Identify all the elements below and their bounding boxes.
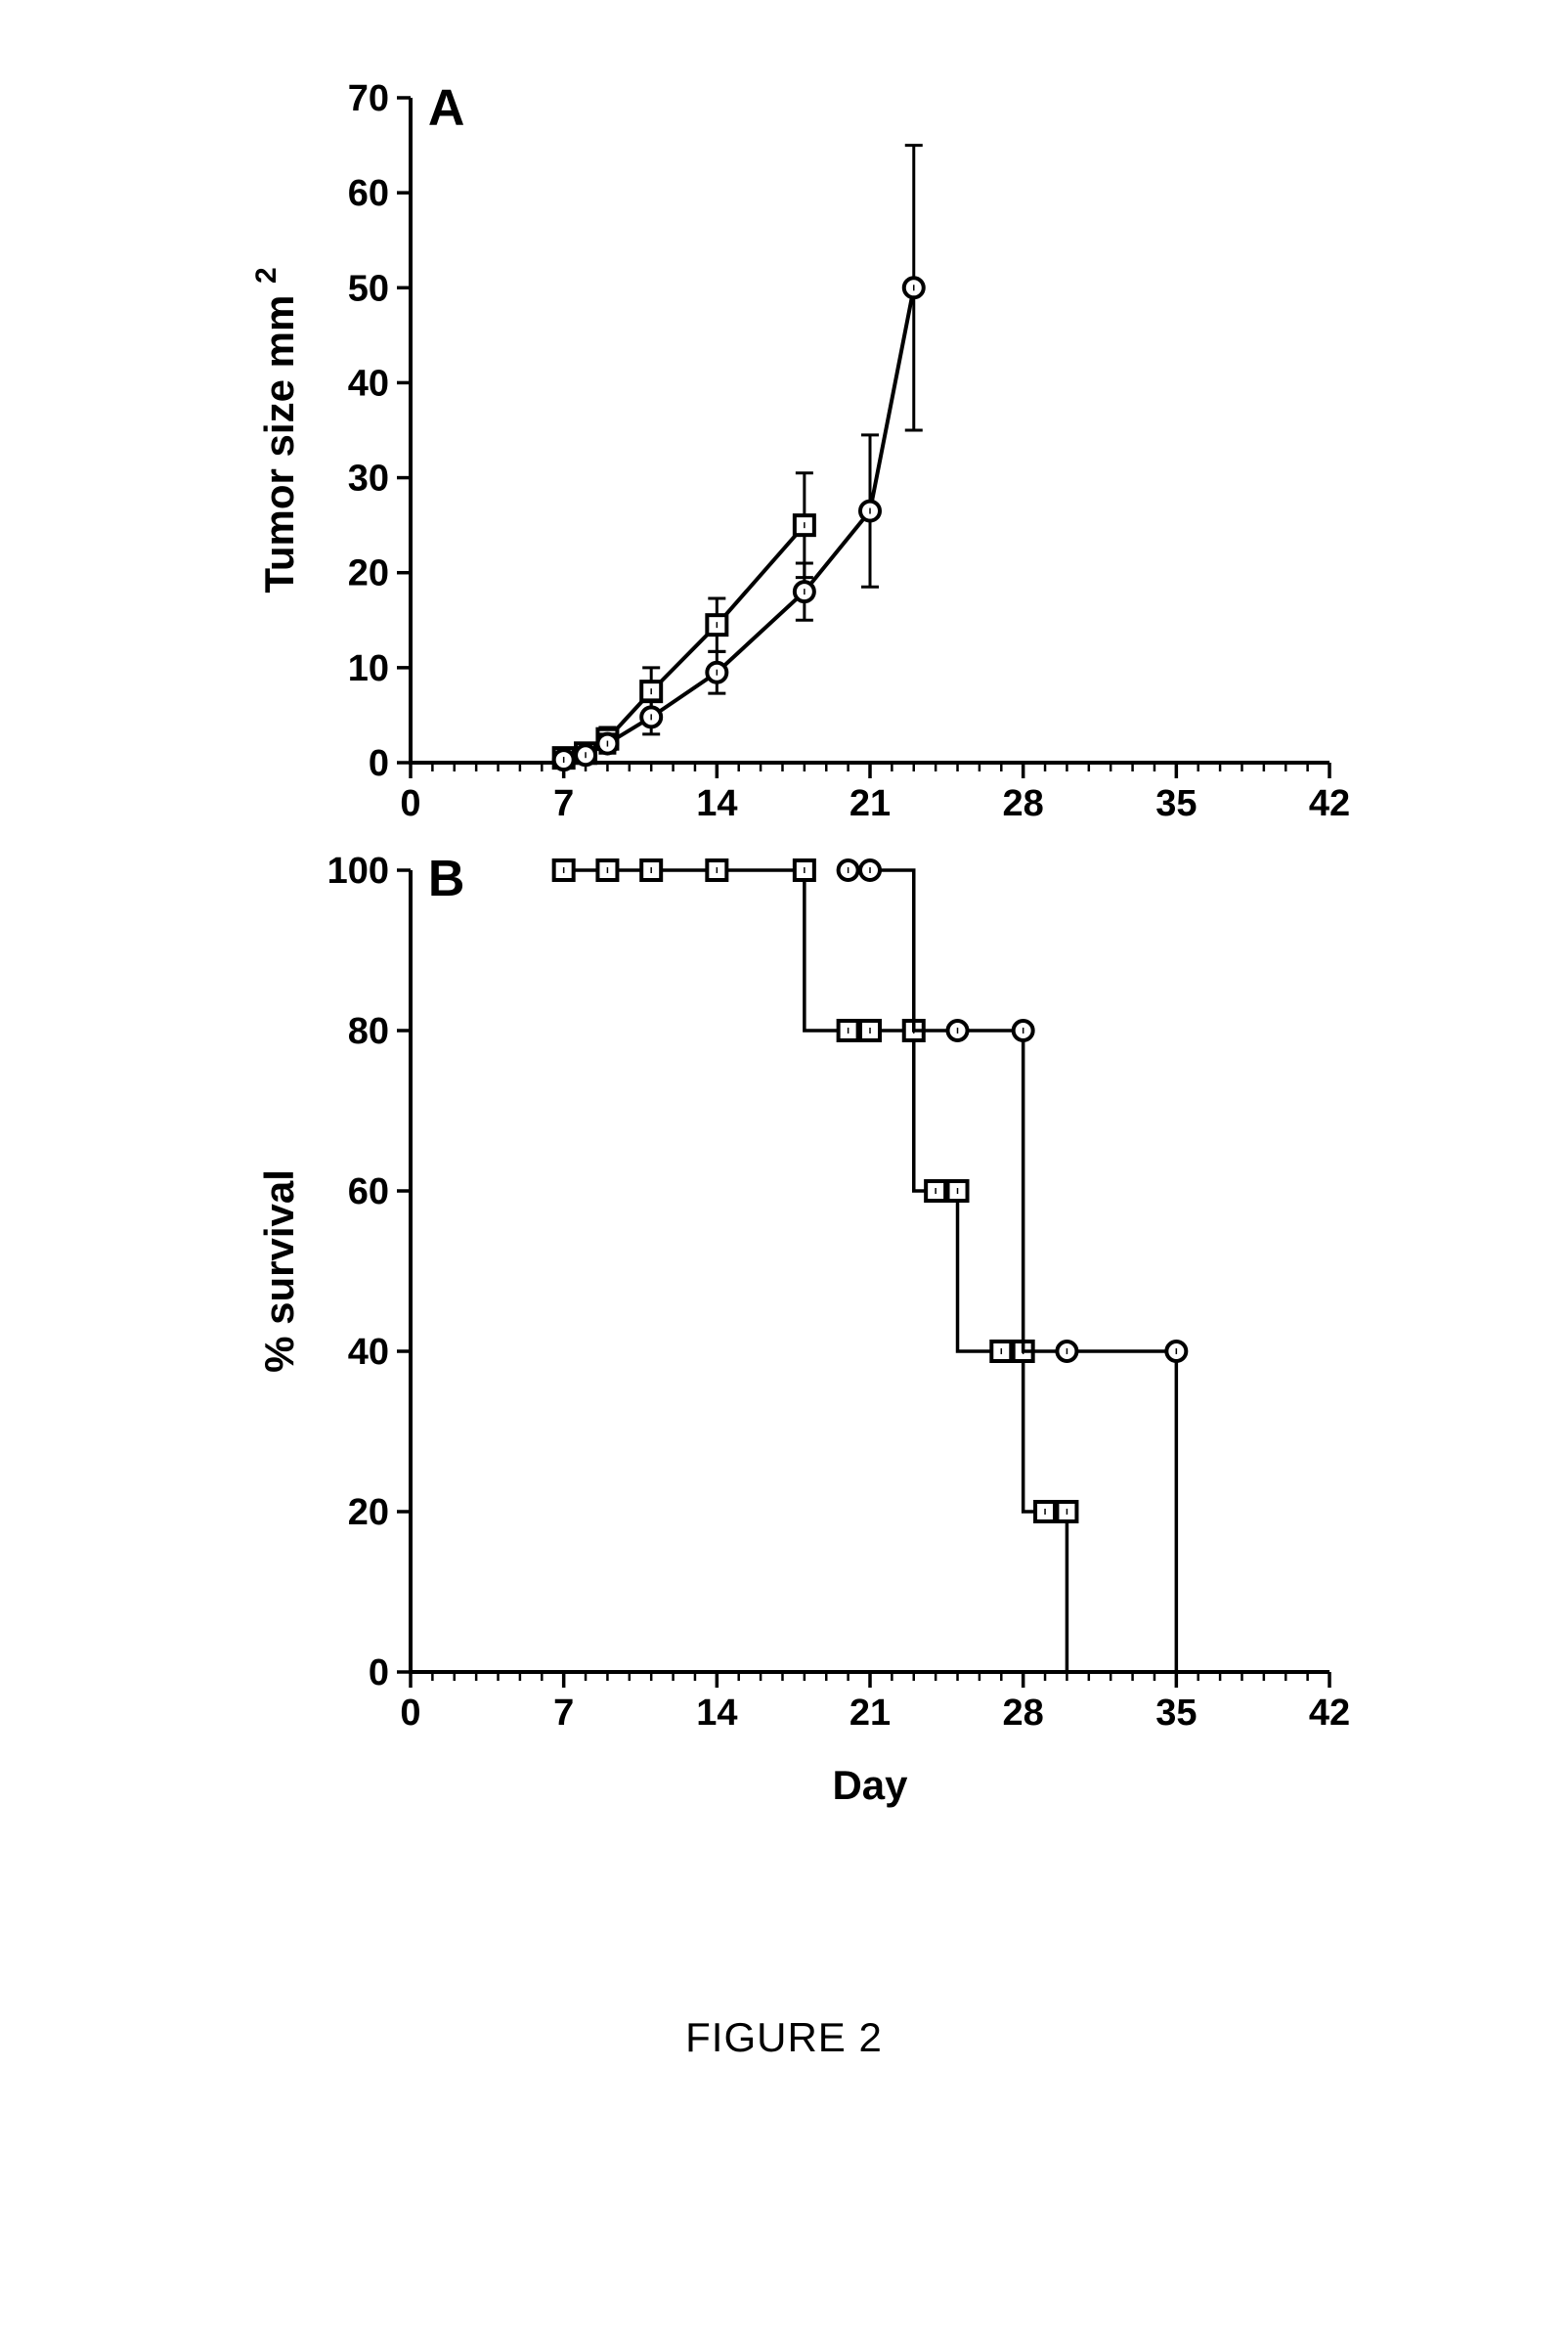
svg-text:60: 60 [348, 173, 389, 214]
svg-text:60: 60 [348, 1171, 389, 1212]
svg-text:7: 7 [553, 783, 574, 824]
svg-text:35: 35 [1155, 1693, 1197, 1734]
svg-text:40: 40 [348, 363, 389, 404]
svg-text:30: 30 [348, 459, 389, 500]
svg-text:20: 20 [348, 553, 389, 594]
panel-a: 0 10 20 30 40 50 60 70 0 7 14 21 28 35 42 A Tumor size m… [250, 78, 1350, 824]
svg-text:A: A [428, 80, 465, 137]
svg-text:35: 35 [1155, 783, 1197, 824]
svg-text:14: 14 [696, 783, 737, 824]
svg-text:28: 28 [1003, 783, 1044, 824]
svg-text:50: 50 [348, 268, 389, 309]
svg-text:0: 0 [369, 1652, 389, 1693]
svg-text:0: 0 [400, 783, 420, 824]
svg-text:0: 0 [369, 743, 389, 784]
figure-charts: 010203040506070071421283542ATumor size m… [235, 59, 1408, 1980]
svg-text:70: 70 [348, 78, 389, 119]
svg-text:% survival: % survival [256, 1169, 302, 1373]
svg-text:21: 21 [849, 1693, 891, 1734]
svg-text:7: 7 [553, 1693, 574, 1734]
svg-text:80: 80 [348, 1011, 389, 1052]
svg-text:28: 28 [1003, 1693, 1044, 1734]
svg-text:10: 10 [348, 648, 389, 689]
svg-text:21: 21 [849, 783, 891, 824]
panel-b: 0 20 40 60 80 100 0 7 14 21 28 35 42 B % survival Day [256, 851, 1350, 1808]
svg-text:40: 40 [348, 1332, 389, 1373]
svg-text:42: 42 [1309, 1693, 1350, 1734]
svg-text:Day: Day [832, 1762, 908, 1808]
svg-text:Tumor size mm 2: Tumor size mm 2 [250, 267, 302, 593]
figure-caption: FIGURE 2 [0, 2014, 1568, 2061]
svg-text:100: 100 [327, 851, 389, 892]
figure-svg: 010203040506070071421283542ATumor size m… [235, 59, 1408, 1975]
svg-text:42: 42 [1309, 783, 1350, 824]
svg-text:14: 14 [696, 1693, 737, 1734]
svg-text:20: 20 [348, 1492, 389, 1533]
svg-text:0: 0 [400, 1693, 420, 1734]
svg-text:B: B [428, 851, 465, 907]
